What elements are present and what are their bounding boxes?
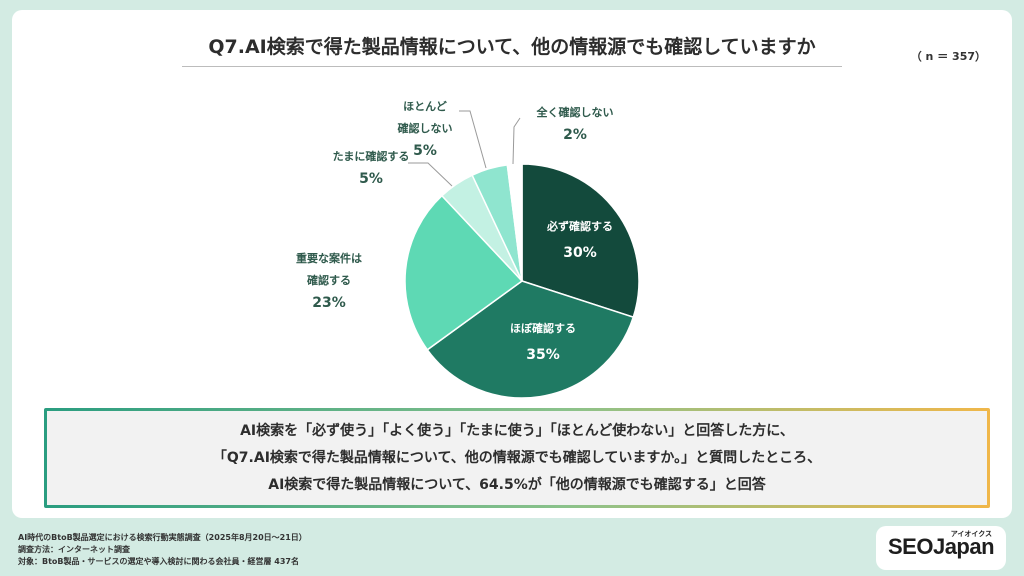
seo-japan-logo: アイオイクス SEOJapan bbox=[876, 526, 1006, 570]
pie-slice-5 bbox=[506, 163, 523, 282]
slice-label-hotondo: ほとんど 確認しない 5% bbox=[380, 96, 470, 162]
slice-label-tamani-name: たまに確認する bbox=[332, 150, 410, 163]
slice-label-juyou-pct: 23% bbox=[312, 295, 346, 311]
slice-label-mattaku-name: 全く確認しない bbox=[536, 106, 614, 119]
summary-line-3: AI検索で得た製品情報について、64.5%が「他の情報源でも確認する」と回答 bbox=[268, 476, 766, 493]
slice-label-kanarazu-pct: 30% bbox=[563, 245, 597, 261]
leader-line-tamani bbox=[408, 162, 453, 187]
leader-line-hotondo bbox=[459, 110, 487, 169]
slice-label-mattaku-pct: 2% bbox=[563, 127, 587, 143]
pie-slice-1 bbox=[426, 280, 635, 399]
slice-label-tamani-pct: 5% bbox=[359, 171, 383, 187]
slice-label-hobo-pct: 35% bbox=[526, 347, 560, 363]
footnote-line-3: 対象：BtoB製品・サービスの選定や導入検討に関わる会社員・経営層 437名 bbox=[18, 557, 299, 566]
slice-label-tamani: たまに確認する 5% bbox=[316, 146, 426, 190]
pie-slice-0 bbox=[521, 163, 640, 319]
slice-label-juyou-name-2: 確認する bbox=[307, 274, 351, 287]
slice-label-hobo-name: ほぼ確認する bbox=[510, 322, 576, 335]
slice-label-juyou-name-1: 重要な案件は bbox=[296, 252, 362, 265]
slice-label-kanarazu: 必ず確認する 30% bbox=[530, 214, 630, 266]
slice-label-mattaku: 全く確認しない 2% bbox=[520, 102, 630, 146]
logo-kana: アイオイクス bbox=[950, 530, 992, 538]
chart-title: Q7.AI検索で得た製品情報について、他の情報源でも確認していますか bbox=[208, 36, 816, 58]
summary-line-2: 「Q7.AI検索で得た製品情報について、他の情報源でも確認していますか。」と質問… bbox=[212, 449, 822, 466]
slice-label-hotondo-name-1: ほとんど bbox=[403, 100, 447, 113]
slice-label-juyou: 重要な案件は 確認する 23% bbox=[274, 248, 384, 314]
slice-label-kanarazu-name: 必ず確認する bbox=[547, 220, 613, 233]
footnote-line-1: AI時代のBtoB製品選定における検索行動実態調査（2025年8月20日～21日… bbox=[18, 533, 307, 542]
summary-box: AI検索を「必ず使う」「よく使う」「たまに使う」「ほとんど使わない」と回答した方… bbox=[44, 408, 990, 508]
summary-line-1: AI検索を「必ず使う」「よく使う」「たまに使う」「ほとんど使わない」と回答した方… bbox=[240, 422, 794, 439]
logo-wordmark: SEOJapan bbox=[888, 534, 995, 559]
leader-line-mattaku bbox=[512, 117, 521, 165]
slice-label-hobo: ほぼ確認する 35% bbox=[488, 316, 598, 368]
slice-label-hotondo-name-2: 確認しない bbox=[397, 122, 453, 135]
pie-slice-2 bbox=[404, 194, 524, 351]
survey-footnote: AI時代のBtoB製品選定における検索行動実態調査（2025年8月20日～21日… bbox=[18, 532, 307, 568]
sample-size: （ n ＝ 357） bbox=[910, 50, 986, 63]
slice-label-hotondo-pct: 5% bbox=[413, 143, 437, 159]
footnote-line-2: 調査方法：インターネット調査 bbox=[18, 545, 130, 554]
title-divider bbox=[182, 66, 842, 67]
